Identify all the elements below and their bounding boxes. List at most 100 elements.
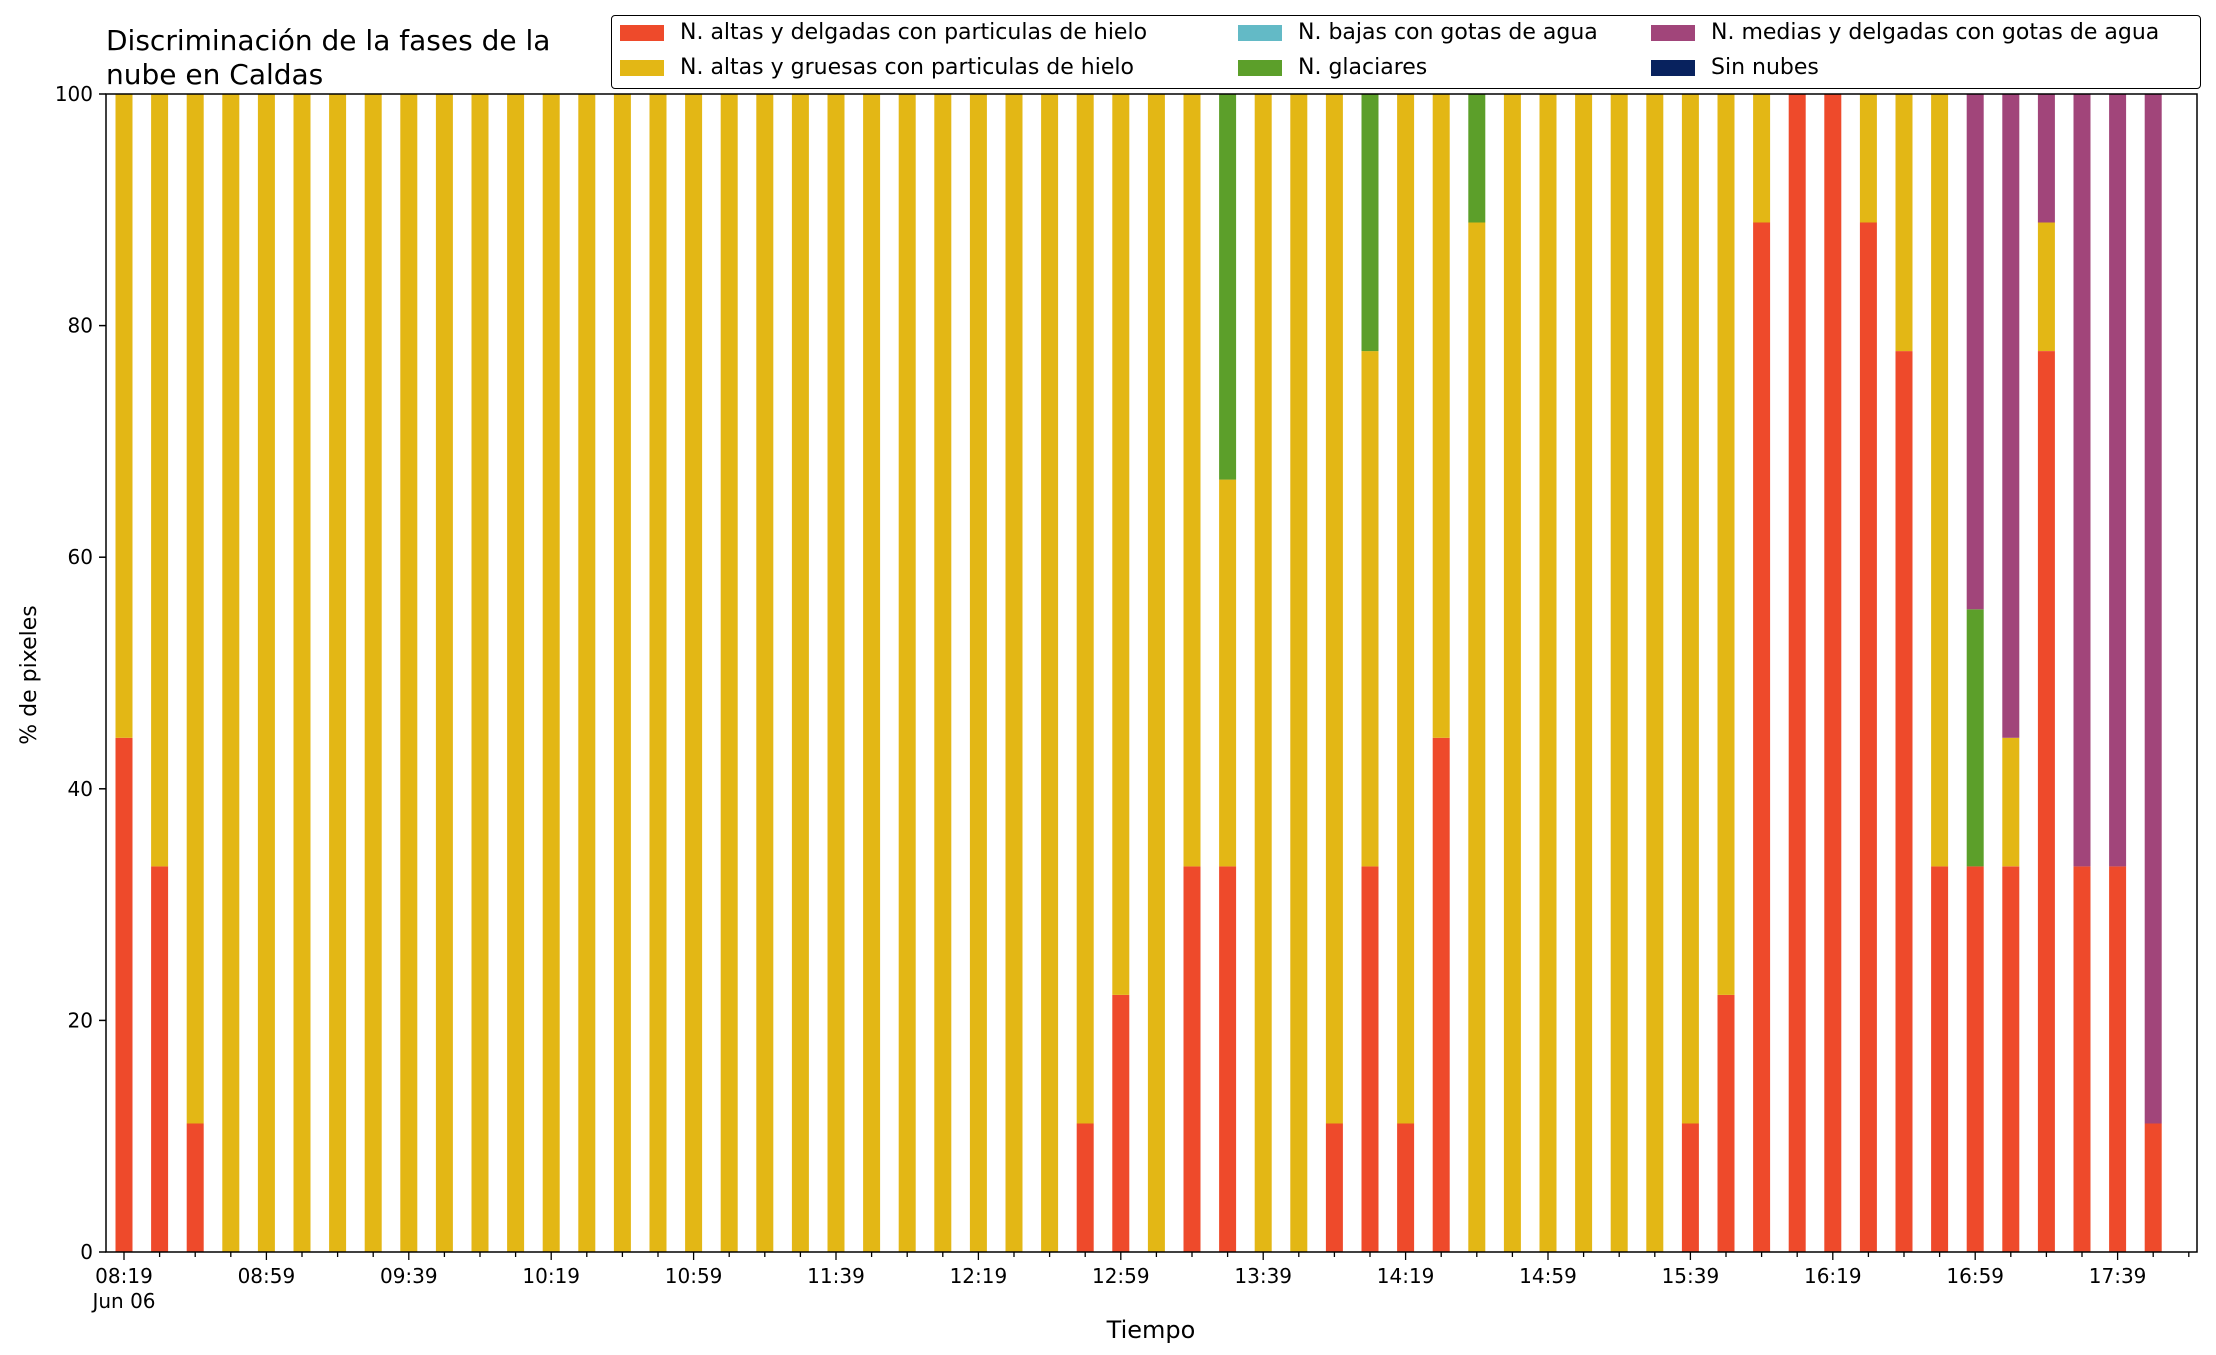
- x-tick-label: 08:59: [238, 1264, 296, 1288]
- bar-segment-s4-1709: [2002, 94, 2020, 738]
- bar-segment-s0-1419: [1397, 1123, 1415, 1252]
- bar-segment-s1-1429: [1432, 94, 1450, 738]
- bar-segment-s3-1439: [1468, 94, 1486, 223]
- bar-segment-s1-0949: [435, 94, 453, 1252]
- bar-segment-s1-1239: [1041, 94, 1059, 1252]
- x-tick-label: 11:39: [807, 1264, 865, 1288]
- x-tick-label: 10:59: [665, 1264, 723, 1288]
- legend-item-bajas: N. bajas con gotas de agua: [1238, 20, 1598, 45]
- bar-segment-s0-1619: [1824, 94, 1842, 1252]
- x-tick-label: 16:19: [1804, 1264, 1862, 1288]
- y-axis-label: % de pixeles: [17, 605, 42, 744]
- bar-segment-s1-1249: [1076, 94, 1094, 1124]
- bar-segment-s0-1749: [2144, 1123, 2162, 1252]
- legend-swatch: [620, 59, 664, 76]
- bar-segment-s4-1729: [2073, 94, 2091, 867]
- bar-segment-s1-1049: [649, 94, 667, 1252]
- bar-segment-s4-1659: [1966, 94, 1984, 610]
- bar-segment-s0-1429: [1432, 737, 1450, 1252]
- bar-segment-s1-0959: [471, 94, 489, 1252]
- bar-segment-s0-1549: [1717, 994, 1735, 1252]
- bar-segment-s0-1729: [2073, 866, 2091, 1252]
- bar-segment-s1-1629: [1859, 94, 1877, 223]
- bar-segment-s1-1019: [542, 94, 560, 1252]
- bar-segment-s1-0859: [257, 94, 275, 1252]
- bar-segment-s1-1209: [934, 94, 952, 1252]
- bar-segment-s0-0829: [151, 866, 169, 1252]
- bar-segment-s1-1509: [1575, 94, 1593, 1252]
- bar-segment-s0-1539: [1681, 1123, 1699, 1252]
- bar-segment-s1-1549: [1717, 94, 1735, 995]
- bar-segment-s0-1629: [1859, 222, 1877, 1252]
- bar-segment-s1-1219: [969, 94, 987, 1252]
- plot-frame: [105, 93, 2198, 1253]
- x-tick-label: 14:19: [1377, 1264, 1435, 1288]
- bar-segment-s0-0839: [186, 1123, 204, 1252]
- legend-item-altas-gruesas: N. altas y gruesas con particulas de hie…: [620, 55, 1134, 80]
- x-tick-label: 17:39: [2089, 1264, 2147, 1288]
- bar-segment-s1-1539: [1681, 94, 1699, 1124]
- bar-segment-s1-1439: [1468, 222, 1486, 1252]
- x-tick-label: 12:59: [1092, 1264, 1150, 1288]
- bar-segment-s1-1029: [578, 94, 596, 1252]
- bar-segment-s1-1649: [1931, 94, 1949, 867]
- legend-item-altas-delgadas: N. altas y delgadas con particulas de hi…: [620, 20, 1147, 45]
- bar-segment-s0-1259: [1112, 994, 1130, 1252]
- bar-segment-s0-1719: [2037, 351, 2055, 1253]
- bar-segment-s1-1009: [507, 94, 525, 1252]
- bar-segment-s0-1739: [2109, 866, 2127, 1252]
- x-tick-label: 08:19: [95, 1264, 153, 1288]
- bar-segment-s0-1329: [1219, 866, 1237, 1252]
- x-tick-label: 16:59: [1946, 1264, 2004, 1288]
- bar-segment-s0-1659: [1966, 866, 1984, 1252]
- bar-segment-s0-1319: [1183, 866, 1201, 1252]
- legend-swatch: [620, 24, 664, 41]
- x-tick-label: 10:19: [522, 1264, 580, 1288]
- legend-item-sin-nubes: Sin nubes: [1651, 55, 1819, 80]
- legend-label: N. altas y delgadas con particulas de hi…: [680, 20, 1148, 45]
- legend-label: Sin nubes: [1711, 55, 1819, 80]
- bar-segment-s4-1739: [2109, 94, 2127, 867]
- bar-segment-s1-1359: [1325, 94, 1343, 1124]
- bar-segment-s0-0819: [115, 737, 133, 1252]
- bar-segment-s0-1559: [1753, 222, 1771, 1252]
- x-tick-label: 15:39: [1662, 1264, 1720, 1288]
- chart-title: Discriminación de la fases de la nube en…: [106, 24, 550, 92]
- chart-title-line-2: nube en Caldas: [106, 58, 324, 91]
- bar-segment-s1-1229: [1005, 94, 1023, 1252]
- y-tick-label: 20: [68, 1008, 93, 1032]
- x-tick-sublabel: Jun 06: [90, 1289, 155, 1313]
- legend-swatch: [1651, 59, 1695, 76]
- bar-segment-s1-1319: [1183, 94, 1201, 867]
- bar-segment-s4-1719: [2037, 94, 2055, 223]
- legend-item-glaciares: N. glaciares: [1238, 55, 1427, 80]
- bar-segment-s1-0929: [364, 94, 382, 1252]
- bar-segment-s1-1039: [613, 94, 631, 1252]
- bar-segment-s1-1349: [1290, 94, 1308, 1252]
- bar-segment-s1-0919: [329, 94, 347, 1252]
- bar-segment-s1-1309: [1147, 94, 1165, 1252]
- bar-segment-s0-1249: [1076, 1123, 1094, 1252]
- bar-segment-s1-1259: [1112, 94, 1130, 995]
- y-tick-label: 100: [55, 82, 93, 106]
- bar-segment-s0-1359: [1325, 1123, 1343, 1252]
- bar-segment-s1-1119: [756, 94, 774, 1252]
- chart-title-line-1: Discriminación de la fases de la: [106, 24, 551, 57]
- bar-segment-s1-1449: [1503, 94, 1521, 1252]
- bar-segment-s3-1329: [1219, 94, 1237, 480]
- legend-swatch: [1238, 59, 1282, 76]
- bar-segment-s0-1709: [2002, 866, 2020, 1252]
- y-tick-label: 40: [68, 777, 93, 801]
- legend-swatch: [1651, 24, 1695, 41]
- bars-layer: [115, 94, 2162, 1253]
- bar-segment-s1-0829: [151, 94, 169, 867]
- bar-segment-s1-0819: [115, 94, 133, 738]
- bar-segment-s1-1559: [1753, 94, 1771, 223]
- bar-segment-s1-1109: [720, 94, 738, 1252]
- legend-label: N. altas y gruesas con particulas de hie…: [680, 55, 1134, 80]
- bar-segment-s3-1409: [1361, 94, 1379, 352]
- bar-segment-s0-1409: [1361, 866, 1379, 1252]
- chart-legend: N. altas y delgadas con particulas de hi…: [611, 15, 2201, 89]
- bar-segment-s0-1609: [1788, 94, 1806, 1252]
